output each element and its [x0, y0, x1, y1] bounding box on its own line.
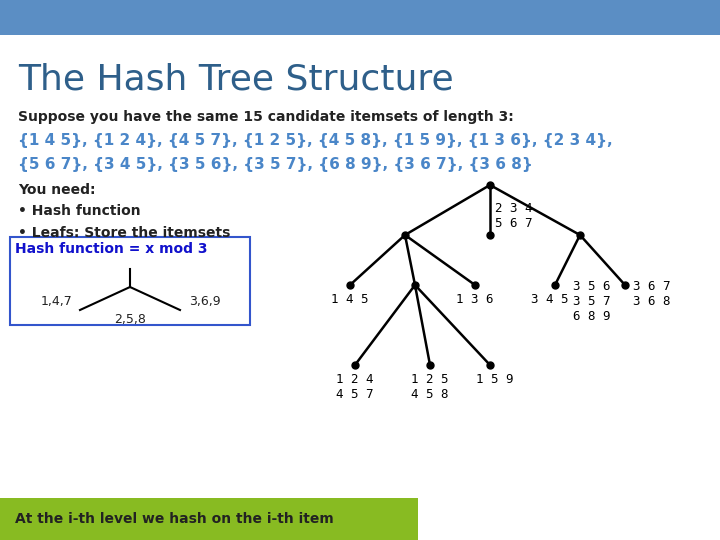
- Bar: [10, 237, 250, 325]
- Text: The Hash Tree Structure: The Hash Tree Structure: [18, 62, 454, 96]
- Text: You need:: You need:: [18, 183, 96, 197]
- Text: 1 2 4
4 5 7: 1 2 4 4 5 7: [336, 373, 374, 401]
- Text: 2 3 4
5 6 7: 2 3 4 5 6 7: [495, 202, 533, 230]
- Text: 3 5 6
3 5 7
6 8 9: 3 5 6 3 5 7 6 8 9: [573, 280, 611, 323]
- Bar: [0, 498, 418, 540]
- Text: 1 2 5
4 5 8: 1 2 5 4 5 8: [411, 373, 449, 401]
- Text: 3,6,9: 3,6,9: [189, 295, 221, 308]
- Text: {1 4 5}, {1 2 4}, {4 5 7}, {1 2 5}, {4 5 8}, {1 5 9}, {1 3 6}, {2 3 4},: {1 4 5}, {1 2 4}, {4 5 7}, {1 2 5}, {4 5…: [18, 133, 613, 148]
- Text: 3 6 7
3 6 8: 3 6 7 3 6 8: [633, 280, 670, 308]
- Text: 1,4,7: 1,4,7: [41, 295, 73, 308]
- Text: 1 3 6: 1 3 6: [456, 293, 494, 306]
- Bar: [0, 0, 720, 35]
- Text: • Leafs: Store the itemsets: • Leafs: Store the itemsets: [18, 226, 230, 240]
- Text: At the i-th level we hash on the i-th item: At the i-th level we hash on the i-th it…: [15, 512, 334, 526]
- Text: Hash function = x mod 3: Hash function = x mod 3: [15, 242, 207, 256]
- Text: 1 5 9: 1 5 9: [476, 373, 514, 386]
- Text: {5 6 7}, {3 4 5}, {3 5 6}, {3 5 7}, {6 8 9}, {3 6 7}, {3 6 8}: {5 6 7}, {3 4 5}, {3 5 6}, {3 5 7}, {6 8…: [18, 157, 533, 172]
- Text: 2,5,8: 2,5,8: [114, 314, 146, 327]
- Text: 3 4 5: 3 4 5: [531, 293, 569, 306]
- Text: 1 4 5: 1 4 5: [331, 293, 369, 306]
- Text: • Hash function: • Hash function: [18, 204, 140, 218]
- Text: Suppose you have the same 15 candidate itemsets of length 3:: Suppose you have the same 15 candidate i…: [18, 110, 514, 124]
